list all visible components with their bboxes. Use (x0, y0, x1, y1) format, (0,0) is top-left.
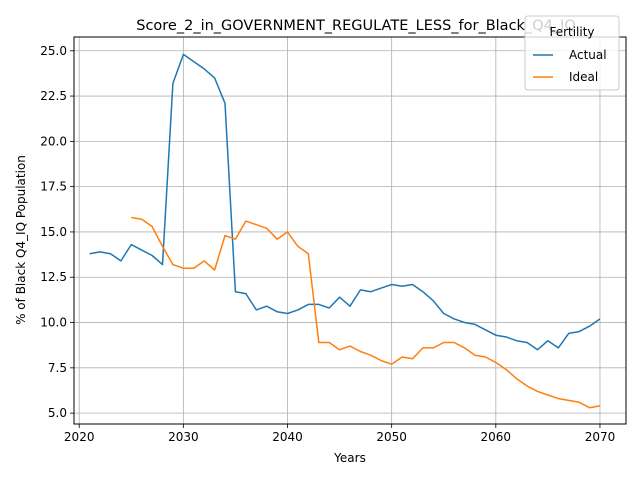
series-line-actual (89, 53, 601, 351)
plot-frame (73, 36, 627, 425)
y-tick-label: 12.5 (40, 270, 67, 284)
x-tick-label: 2030 (168, 430, 199, 444)
y-tick-label: 17.5 (40, 180, 67, 194)
y-tick-label: 10.0 (40, 316, 67, 330)
y-tick-label: 15.0 (40, 225, 67, 239)
legend: Fertility Actual Ideal (524, 15, 620, 91)
y-tick-label: 5.0 (48, 406, 67, 420)
y-axis-label: % of Black Q4_IQ Population (14, 155, 28, 325)
grid (74, 37, 626, 424)
y-tick-label: 20.0 (40, 134, 67, 148)
x-tick-label: 2060 (481, 430, 512, 444)
series-line-ideal (131, 216, 601, 409)
x-tick-label: 2040 (272, 430, 303, 444)
x-tick-label: 2070 (585, 430, 616, 444)
legend-box (524, 15, 620, 91)
x-axis-ticks: 2020 2030 2040 2050 2060 2070 (64, 424, 615, 444)
legend-title: Fertility (549, 25, 594, 39)
y-tick-label: 7.5 (48, 361, 67, 375)
y-axis-ticks: 5.0 7.5 10.0 12.5 15.0 17.5 20.0 22.5 25.0 (40, 44, 74, 420)
x-tick-label: 2020 (64, 430, 95, 444)
x-tick-label: 2050 (376, 430, 407, 444)
x-axis-label: Years (333, 451, 366, 465)
y-tick-label: 22.5 (40, 89, 67, 103)
chart-title: Score_2_in_GOVERNMENT_REGULATE_LESS_for_… (136, 18, 576, 34)
plot-lines (89, 53, 601, 409)
legend-label-actual: Actual (569, 48, 607, 62)
legend-label-ideal: Ideal (569, 70, 598, 84)
y-tick-label: 25.0 (40, 44, 67, 58)
